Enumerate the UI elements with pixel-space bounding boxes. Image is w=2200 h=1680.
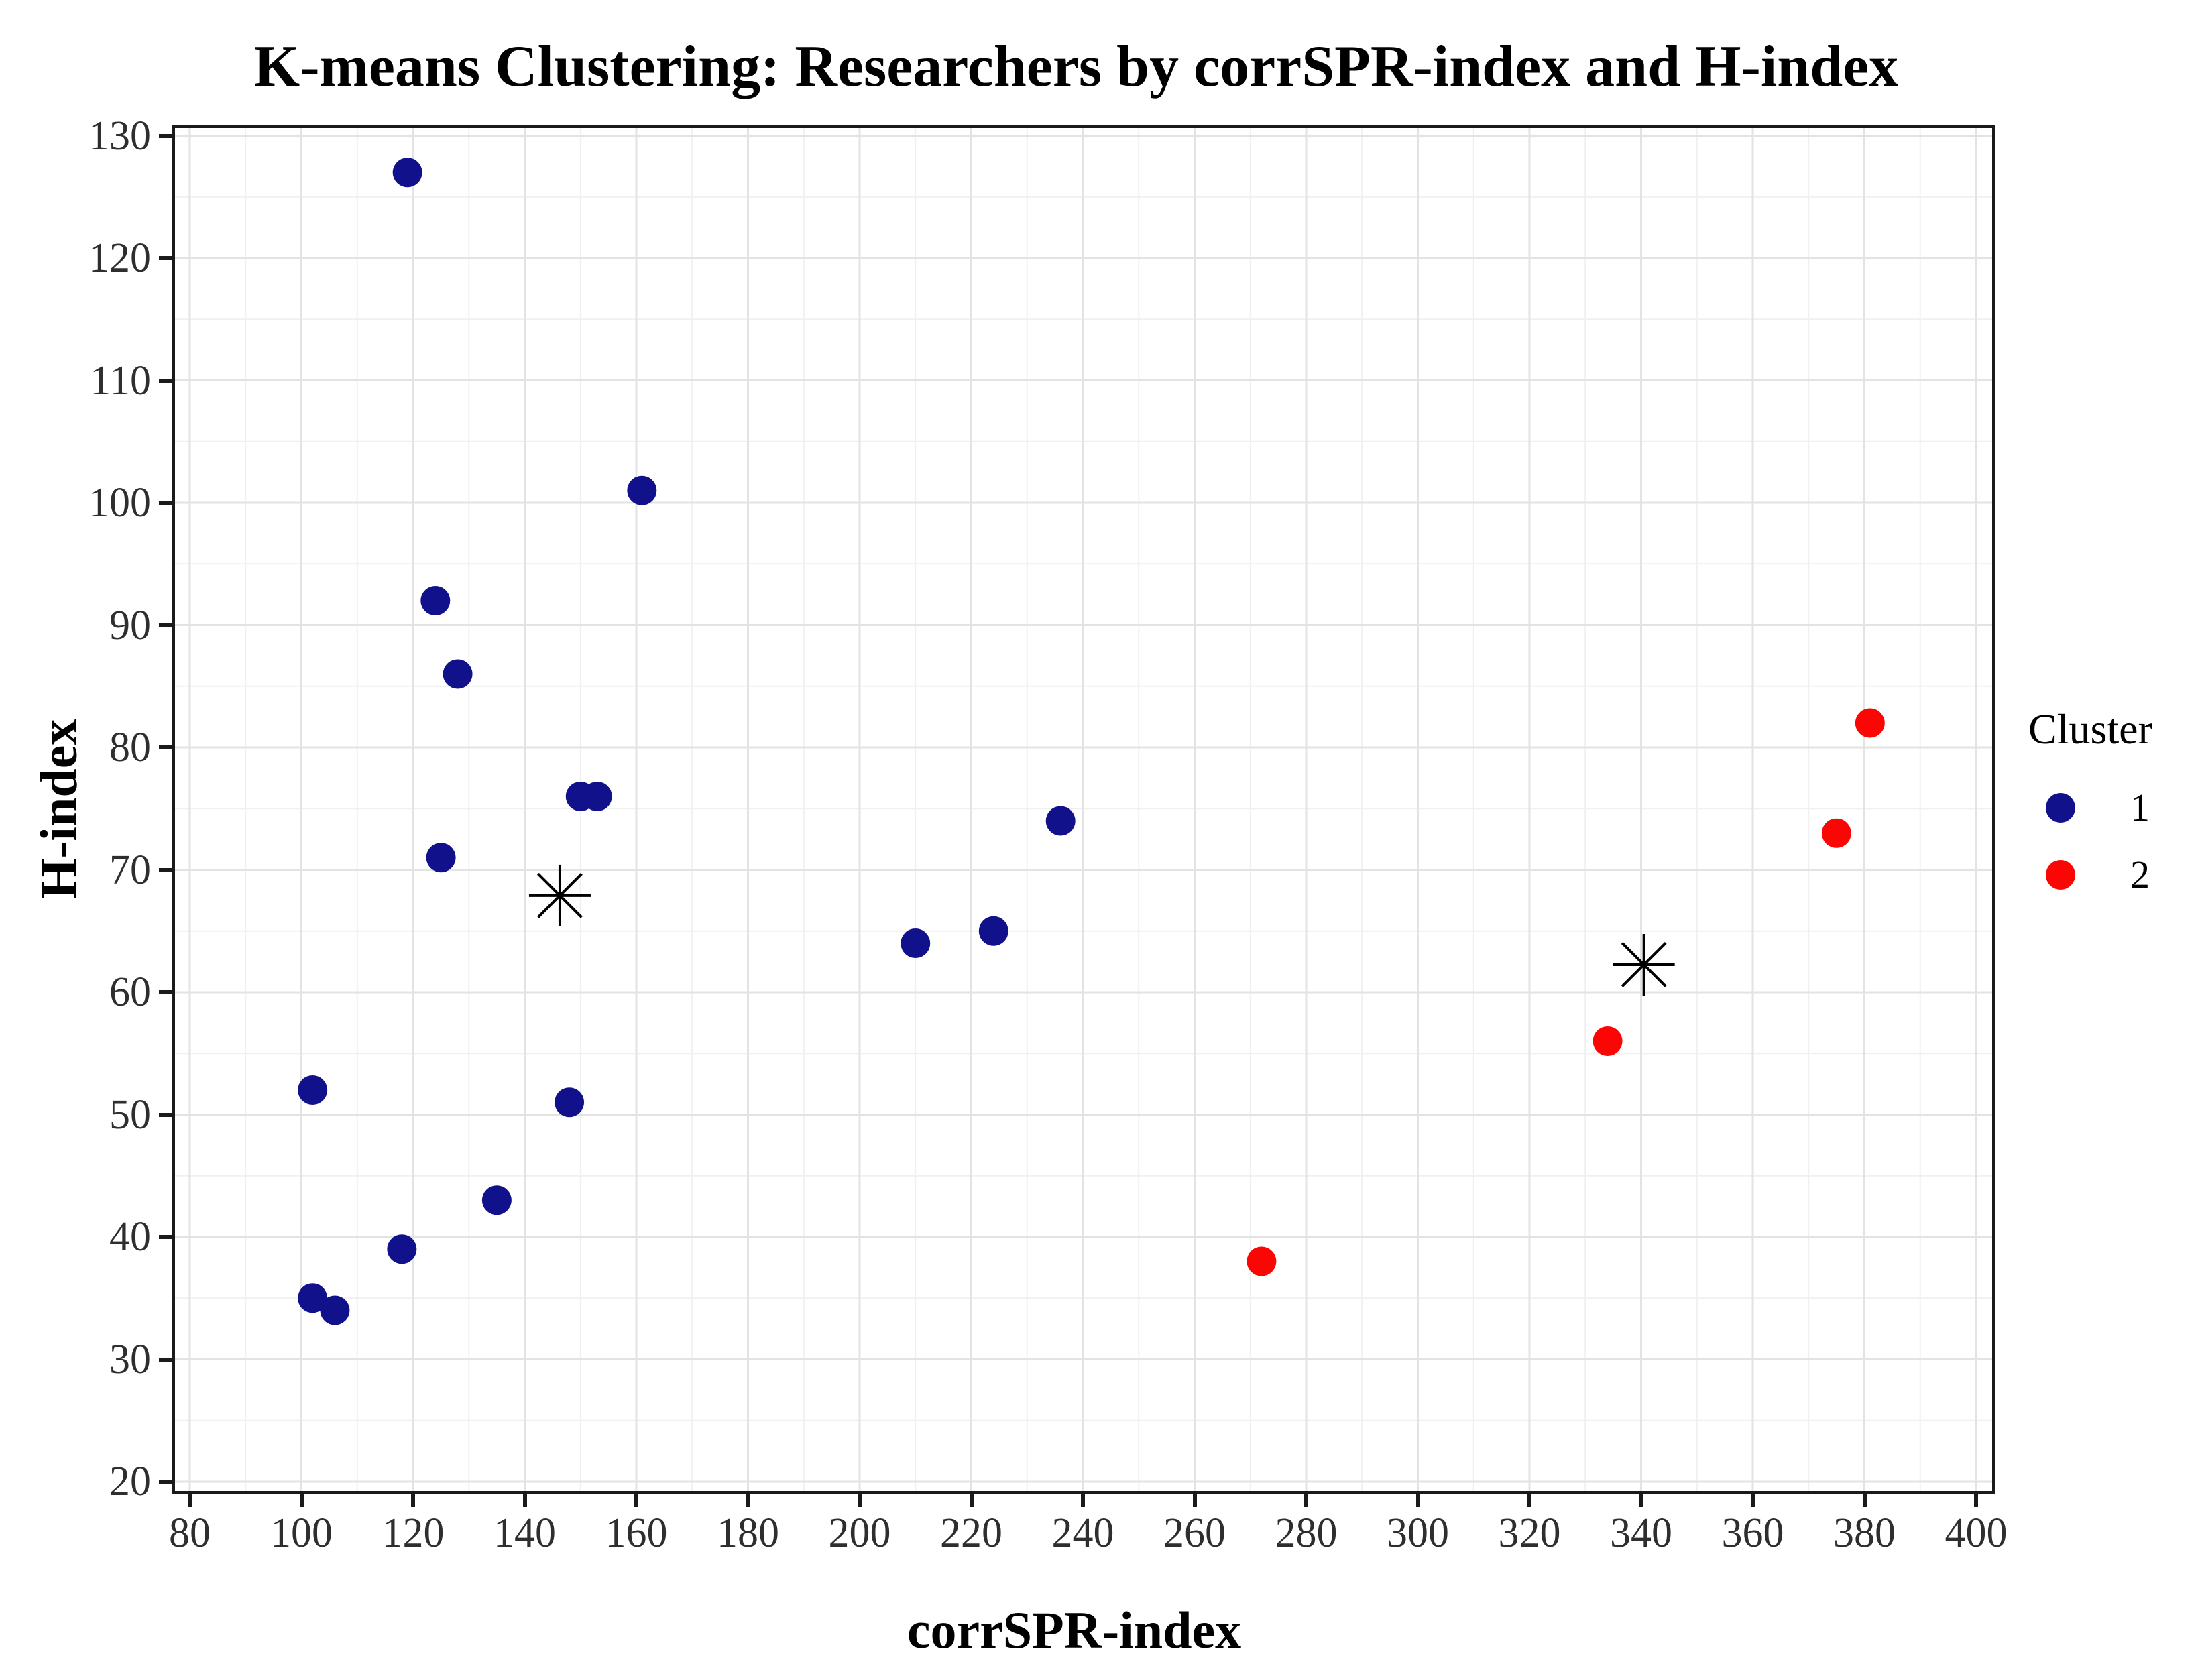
x-axis-tick [188, 1494, 192, 1507]
y-tick-label: 120 [89, 235, 151, 281]
x-axis-tick [1751, 1494, 1755, 1507]
y-tick-label: 30 [109, 1336, 151, 1382]
x-axis-tick [411, 1494, 415, 1507]
data-point-cluster-1 [387, 1234, 417, 1264]
data-point-cluster-1 [298, 1283, 328, 1313]
y-axis-tick [159, 501, 172, 505]
data-point-cluster-1 [298, 1075, 328, 1105]
legend: Cluster 1 2 [2028, 708, 2196, 926]
x-axis-tick [1415, 1494, 1420, 1507]
plot-panel [172, 125, 1995, 1494]
legend-item-cluster-1: 1 [2028, 788, 2196, 827]
cluster2-swatch-icon [2046, 860, 2075, 890]
data-point-cluster-2 [1247, 1246, 1277, 1276]
data-point-cluster-1 [627, 475, 657, 505]
x-axis-tick [1862, 1494, 1867, 1507]
y-tick-label: 70 [109, 847, 151, 893]
y-axis-tick [159, 378, 172, 383]
x-axis-tick [1639, 1494, 1643, 1507]
centroid-arm [537, 872, 583, 918]
x-axis-tick [299, 1494, 304, 1507]
x-tick-label: 400 [1945, 1510, 2008, 1556]
legend-item-label: 2 [2130, 853, 2150, 896]
data-point-cluster-1 [1045, 806, 1076, 836]
y-tick-label: 80 [109, 725, 151, 770]
plot-canvas [172, 125, 1995, 1494]
x-tick-label: 220 [940, 1510, 1002, 1556]
y-axis-tick [159, 745, 172, 749]
x-tick-label: 80 [169, 1510, 211, 1556]
centroid-marker-cluster-1 [528, 864, 591, 926]
x-axis-tick [1081, 1494, 1085, 1507]
x-tick-label: 360 [1721, 1510, 1784, 1556]
x-tick-label: 140 [494, 1510, 556, 1556]
centroid-marker-cluster-2 [1613, 933, 1675, 996]
data-point-cluster-1 [555, 1087, 585, 1118]
y-tick-label: 60 [109, 969, 151, 1015]
data-point-cluster-2 [1855, 708, 1885, 738]
x-axis-tick [522, 1494, 527, 1507]
x-tick-label: 120 [382, 1510, 445, 1556]
x-tick-label: 160 [605, 1510, 668, 1556]
x-tick-label: 200 [828, 1510, 891, 1556]
x-tick-label: 240 [1051, 1510, 1114, 1556]
y-axis-tick [159, 867, 172, 872]
x-axis-tick [1304, 1494, 1308, 1507]
legend-title: Cluster [2028, 705, 2152, 753]
x-tick-label: 100 [270, 1510, 333, 1556]
x-axis-title: corrSPR-index [907, 1601, 1242, 1659]
x-tick-label: 180 [717, 1510, 779, 1556]
x-axis-tick [1974, 1494, 1978, 1507]
x-axis-tick [969, 1494, 974, 1507]
y-tick-label: 40 [109, 1214, 151, 1260]
y-tick-label: 50 [109, 1091, 151, 1138]
y-axis-tick [159, 1357, 172, 1362]
data-point-cluster-2 [1821, 818, 1851, 848]
x-axis-tick [1527, 1494, 1531, 1507]
x-axis-tick [858, 1494, 862, 1507]
cluster1-swatch-icon [2046, 793, 2075, 823]
data-point-cluster-1 [443, 659, 473, 689]
data-point-cluster-1 [420, 586, 451, 615]
legend-item-cluster-2: 2 [2028, 855, 2196, 894]
panel-border [172, 125, 1995, 1494]
y-axis-tick [159, 623, 172, 627]
data-point-cluster-1 [901, 928, 931, 958]
data-point-cluster-1 [426, 843, 456, 873]
chart-title: K-means Clustering: Researchers by corrS… [253, 34, 1899, 99]
data-point-cluster-1 [392, 158, 422, 188]
centroid-arm [1621, 942, 1667, 987]
y-axis-tick [159, 256, 172, 260]
y-axis-tick [159, 133, 172, 138]
data-point-cluster-1 [320, 1295, 350, 1325]
legend-item-label: 1 [2130, 786, 2150, 829]
x-tick-label: 280 [1275, 1510, 1338, 1556]
x-tick-label: 300 [1387, 1510, 1449, 1556]
y-axis-tick [159, 990, 172, 994]
x-axis-tick [634, 1494, 638, 1507]
y-tick-label: 130 [89, 113, 151, 159]
x-tick-label: 340 [1610, 1510, 1672, 1556]
y-axis-tick [159, 1235, 172, 1239]
y-axis-tick [159, 1112, 172, 1117]
x-tick-label: 320 [1498, 1510, 1561, 1556]
data-point-cluster-1 [978, 916, 1008, 946]
y-tick-label: 90 [109, 602, 151, 648]
y-tick-label: 20 [109, 1459, 151, 1504]
data-point-cluster-2 [1593, 1026, 1623, 1056]
y-tick-label: 100 [89, 480, 151, 526]
x-tick-label: 260 [1163, 1510, 1226, 1556]
x-tick-label: 380 [1833, 1510, 1896, 1556]
data-point-cluster-1 [582, 782, 612, 811]
y-axis-tick [159, 1480, 172, 1484]
x-axis-tick [746, 1494, 750, 1507]
x-axis-tick [1192, 1494, 1197, 1507]
y-tick-label: 110 [90, 357, 151, 404]
data-point-cluster-1 [481, 1185, 512, 1215]
